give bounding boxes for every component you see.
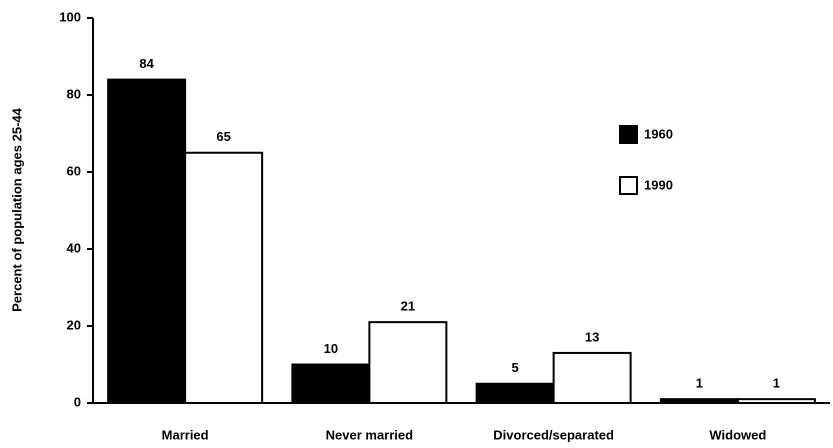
y-tick-label: 80: [67, 86, 81, 101]
x-tick-label: Married: [162, 427, 209, 442]
bar: [475, 382, 555, 404]
legend-swatch: [619, 176, 638, 195]
bar: [107, 78, 187, 404]
value-label: 84: [139, 56, 154, 71]
value-label: 1: [773, 376, 780, 391]
value-label: 65: [216, 129, 230, 144]
value-label: 5: [512, 360, 519, 375]
x-tick-label: Never married: [326, 427, 413, 442]
y-axis-label: Percent of population ages 25-44: [9, 107, 24, 311]
y-tick-label: 100: [59, 9, 81, 24]
value-label: 21: [401, 299, 415, 314]
y-tick-label: 20: [67, 317, 81, 332]
value-label: 13: [585, 329, 599, 344]
y-tick-label: 40: [67, 240, 81, 255]
y-tick-label: 0: [74, 394, 81, 409]
bar: [184, 151, 264, 404]
y-tick-label: 60: [67, 163, 81, 178]
bar: [368, 321, 448, 404]
x-tick-label: Widowed: [709, 427, 766, 442]
legend-swatch: [619, 125, 638, 144]
legend-label: 1960: [644, 126, 673, 141]
x-tick-label: Divorced/separated: [493, 427, 614, 442]
bar: [291, 363, 371, 404]
value-label: 10: [324, 341, 338, 356]
bar: [659, 398, 739, 404]
legend-label: 1990: [644, 177, 673, 192]
value-label: 1: [696, 376, 703, 391]
bar: [552, 351, 632, 405]
bar: [736, 398, 816, 404]
